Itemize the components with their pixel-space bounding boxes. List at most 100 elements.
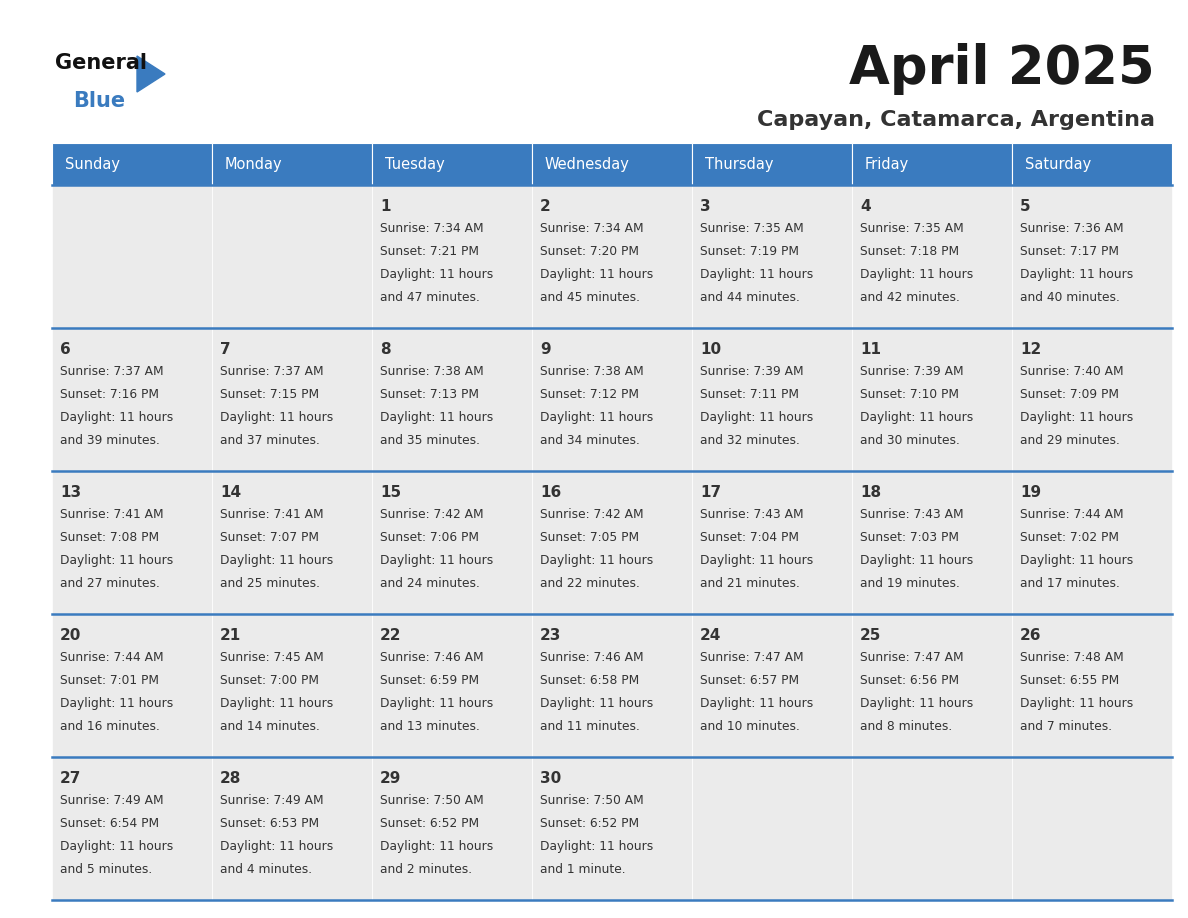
Bar — [211, 143, 372, 185]
Text: 27: 27 — [61, 771, 81, 787]
Text: and 35 minutes.: and 35 minutes. — [380, 434, 480, 447]
Text: Sunrise: 7:49 AM: Sunrise: 7:49 AM — [61, 794, 164, 807]
Text: Sunrise: 7:36 AM: Sunrise: 7:36 AM — [1020, 222, 1124, 235]
Text: Sunset: 7:21 PM: Sunset: 7:21 PM — [380, 245, 479, 258]
Polygon shape — [137, 56, 165, 92]
Text: Daylight: 11 hours: Daylight: 11 hours — [700, 554, 814, 567]
Text: 7: 7 — [220, 342, 230, 357]
Text: and 7 minutes.: and 7 minutes. — [1020, 721, 1112, 733]
Text: and 42 minutes.: and 42 minutes. — [860, 291, 960, 305]
Text: Sunset: 7:06 PM: Sunset: 7:06 PM — [380, 532, 479, 544]
Text: and 4 minutes.: and 4 minutes. — [220, 863, 312, 877]
Text: and 13 minutes.: and 13 minutes. — [380, 721, 480, 733]
Text: and 11 minutes.: and 11 minutes. — [541, 721, 640, 733]
Text: 25: 25 — [860, 628, 881, 644]
Text: 30: 30 — [541, 771, 561, 787]
Text: Sunrise: 7:44 AM: Sunrise: 7:44 AM — [1020, 509, 1124, 521]
Text: Sunset: 7:01 PM: Sunset: 7:01 PM — [61, 674, 159, 688]
Text: and 8 minutes.: and 8 minutes. — [860, 721, 953, 733]
Bar — [1012, 757, 1173, 900]
Text: Sunrise: 7:38 AM: Sunrise: 7:38 AM — [541, 365, 644, 378]
Text: Daylight: 11 hours: Daylight: 11 hours — [380, 411, 493, 424]
Text: Daylight: 11 hours: Daylight: 11 hours — [541, 411, 653, 424]
Bar — [691, 328, 852, 471]
Text: 6: 6 — [61, 342, 71, 357]
Text: Daylight: 11 hours: Daylight: 11 hours — [700, 411, 814, 424]
Text: Daylight: 11 hours: Daylight: 11 hours — [1020, 698, 1133, 711]
Text: and 27 minutes.: and 27 minutes. — [61, 577, 160, 590]
Bar — [372, 757, 532, 900]
Text: and 40 minutes.: and 40 minutes. — [1020, 291, 1120, 305]
Bar — [852, 328, 1012, 471]
Bar — [691, 757, 852, 900]
Text: and 10 minutes.: and 10 minutes. — [700, 721, 800, 733]
Text: Sunrise: 7:48 AM: Sunrise: 7:48 AM — [1020, 651, 1124, 665]
Text: Sunset: 7:13 PM: Sunset: 7:13 PM — [380, 388, 479, 401]
Text: 16: 16 — [541, 486, 561, 500]
Text: 9: 9 — [541, 342, 550, 357]
Bar — [532, 143, 691, 185]
Text: Sunrise: 7:39 AM: Sunrise: 7:39 AM — [860, 365, 963, 378]
Text: Monday: Monday — [225, 156, 283, 172]
Text: Sunrise: 7:41 AM: Sunrise: 7:41 AM — [61, 509, 164, 521]
Bar — [1012, 471, 1173, 614]
Text: Sunday: Sunday — [65, 156, 120, 172]
Text: 2: 2 — [541, 199, 551, 214]
Bar — [211, 328, 372, 471]
Text: Sunset: 6:53 PM: Sunset: 6:53 PM — [220, 817, 320, 830]
Text: Sunset: 6:54 PM: Sunset: 6:54 PM — [61, 817, 159, 830]
Text: 8: 8 — [380, 342, 391, 357]
Bar — [691, 614, 852, 757]
Text: Sunrise: 7:41 AM: Sunrise: 7:41 AM — [220, 509, 323, 521]
Bar — [52, 757, 211, 900]
Text: Daylight: 11 hours: Daylight: 11 hours — [860, 411, 973, 424]
Bar — [52, 614, 211, 757]
Text: and 30 minutes.: and 30 minutes. — [860, 434, 960, 447]
Text: Sunrise: 7:42 AM: Sunrise: 7:42 AM — [380, 509, 484, 521]
Bar — [372, 614, 532, 757]
Text: 17: 17 — [700, 486, 721, 500]
Text: Daylight: 11 hours: Daylight: 11 hours — [1020, 554, 1133, 567]
Bar — [691, 185, 852, 328]
Bar — [1012, 328, 1173, 471]
Text: Sunrise: 7:34 AM: Sunrise: 7:34 AM — [541, 222, 644, 235]
Text: and 2 minutes.: and 2 minutes. — [380, 863, 472, 877]
Bar — [532, 757, 691, 900]
Text: Daylight: 11 hours: Daylight: 11 hours — [700, 268, 814, 281]
Text: 29: 29 — [380, 771, 402, 787]
Text: Sunset: 6:57 PM: Sunset: 6:57 PM — [700, 674, 800, 688]
Text: and 45 minutes.: and 45 minutes. — [541, 291, 640, 305]
Text: Friday: Friday — [865, 156, 909, 172]
Text: and 5 minutes.: and 5 minutes. — [61, 863, 152, 877]
Text: 13: 13 — [61, 486, 81, 500]
Bar — [1012, 185, 1173, 328]
Text: Sunset: 7:11 PM: Sunset: 7:11 PM — [700, 388, 800, 401]
Bar — [52, 471, 211, 614]
Bar — [852, 471, 1012, 614]
Text: 12: 12 — [1020, 342, 1041, 357]
Text: Daylight: 11 hours: Daylight: 11 hours — [541, 554, 653, 567]
Text: Thursday: Thursday — [704, 156, 773, 172]
Text: Sunset: 6:55 PM: Sunset: 6:55 PM — [1020, 674, 1119, 688]
Text: Sunrise: 7:50 AM: Sunrise: 7:50 AM — [380, 794, 484, 807]
Text: Sunset: 7:17 PM: Sunset: 7:17 PM — [1020, 245, 1119, 258]
Text: Sunrise: 7:42 AM: Sunrise: 7:42 AM — [541, 509, 644, 521]
Text: Sunset: 7:16 PM: Sunset: 7:16 PM — [61, 388, 159, 401]
Text: Sunrise: 7:37 AM: Sunrise: 7:37 AM — [61, 365, 164, 378]
Bar — [691, 471, 852, 614]
Text: Daylight: 11 hours: Daylight: 11 hours — [61, 698, 173, 711]
Text: and 47 minutes.: and 47 minutes. — [380, 291, 480, 305]
Text: 15: 15 — [380, 486, 402, 500]
Text: 24: 24 — [700, 628, 721, 644]
Text: and 17 minutes.: and 17 minutes. — [1020, 577, 1120, 590]
Bar — [532, 328, 691, 471]
Text: and 32 minutes.: and 32 minutes. — [700, 434, 800, 447]
Text: Blue: Blue — [72, 91, 125, 111]
Bar — [211, 757, 372, 900]
Text: 28: 28 — [220, 771, 241, 787]
Bar — [211, 614, 372, 757]
Bar — [211, 185, 372, 328]
Text: Sunrise: 7:49 AM: Sunrise: 7:49 AM — [220, 794, 323, 807]
Text: Daylight: 11 hours: Daylight: 11 hours — [380, 268, 493, 281]
Text: Daylight: 11 hours: Daylight: 11 hours — [541, 698, 653, 711]
